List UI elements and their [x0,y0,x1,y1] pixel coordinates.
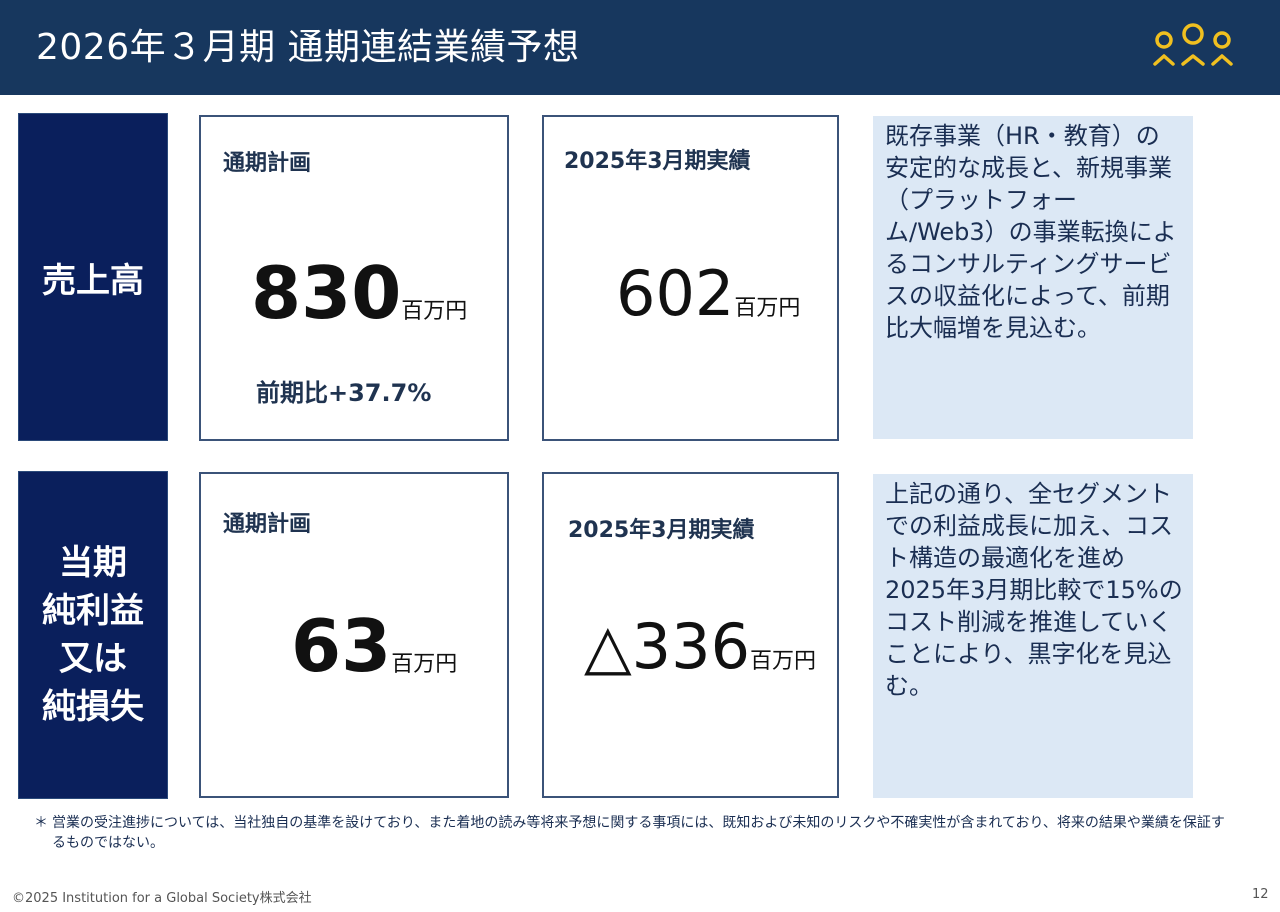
sales-yoy: 前期比+37.7% [256,379,432,407]
net-income-actual-label: 2025年3月期実績 [568,518,755,543]
net-income-actual-figure: △336百万円 [584,616,816,678]
sales-note: 既存事業（HR・教育）の安定的な成長と、新規事業（プラットフォーム/Web3）の… [873,116,1193,439]
copyright: ©2025 Institution for a Global Society株式… [12,891,312,906]
footnote-mark: ＊ [34,815,48,831]
sales-plan-label: 通期計画 [223,151,312,176]
footnote: ＊ 営業の受注進捗については、当社独自の基準を設けており、また着地の読み等将来予… [34,813,1234,853]
sales-label-text: 売上高 [42,260,144,301]
footnote-text: 営業の受注進捗については、当社独自の基準を設けており、また着地の読み等将来予想に… [52,815,1225,851]
sales-plan-unit: 百万円 [401,299,468,324]
three-people-logo-icon [1153,23,1233,66]
net-income-actual-unit: 百万円 [750,649,817,674]
sales-actual-label: 2025年3月期実績 [564,149,751,174]
net-income-label-line: 又は [59,639,127,679]
sales-actual-figure: 602百万円 [616,263,800,325]
net-income-plan-unit: 百万円 [391,652,458,677]
net-income-label-line: 純損失 [42,687,144,727]
sales-actual-unit: 百万円 [734,296,801,321]
net-income-actual-value: △336 [584,610,751,683]
sales-actual-card: 2025年3月期実績 602百万円 [542,115,839,441]
page-title: 2026年３月期 通期連結業績予想 [36,27,580,68]
page-number: 12 [1252,887,1269,902]
net-income-actual-card: 2025年3月期実績 △336百万円 [542,472,839,798]
sales-plan-figure: 830百万円 [251,257,467,329]
net-income-note: 上記の通り、全セグメントでの利益成長に加え、コスト構造の最適化を進め2025年3… [873,474,1193,798]
net-income-plan-figure: 63百万円 [291,610,457,682]
header-bar: 2026年３月期 通期連結業績予想 [0,0,1280,95]
net-income-label-line: 純利益 [42,591,144,631]
net-income-plan-card: 通期計画 63百万円 [199,472,509,798]
sales-plan-card: 通期計画 830百万円 前期比+37.7% [199,115,509,441]
sales-actual-value: 602 [616,257,735,330]
net-income-plan-label: 通期計画 [223,512,312,537]
net-income-note-text: 上記の通り、全セグメントでの利益成長に加え、コスト構造の最適化を進め2025年3… [885,480,1183,700]
sales-plan-value: 830 [251,251,402,335]
sales-label: 売上高 [18,113,168,441]
net-income-label-line: 当期 [59,543,127,583]
net-income-label: 当期 純利益 又は 純損失 [18,471,168,799]
net-income-plan-value: 63 [291,604,392,688]
sales-note-text: 既存事業（HR・教育）の安定的な成長と、新規事業（プラットフォーム/Web3）の… [885,122,1177,342]
